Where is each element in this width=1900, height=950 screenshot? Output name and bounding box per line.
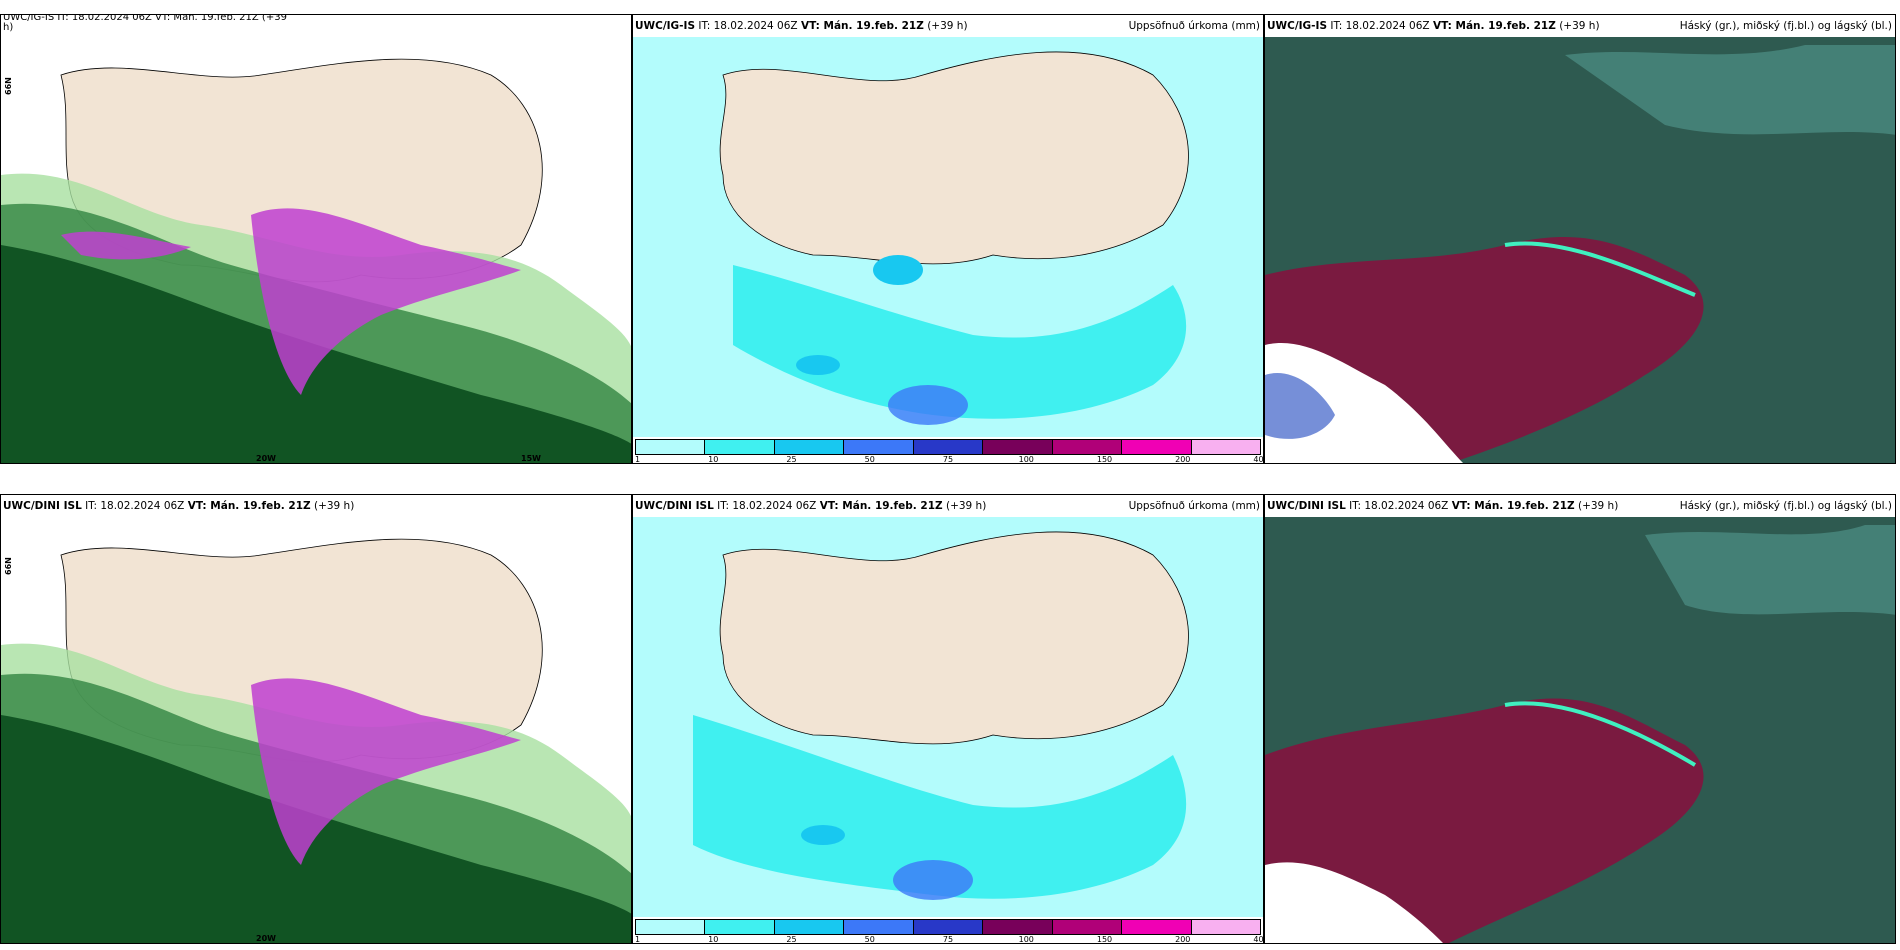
colorbar-tick: 400 xyxy=(1253,455,1264,464)
colorbar-tick: 400 xyxy=(1253,935,1264,944)
lead-time: (+39 h) xyxy=(1559,20,1600,32)
cloud-map-top xyxy=(1265,37,1895,463)
valid-time: VT: Mán. 19.feb. 21Z xyxy=(187,500,311,512)
panel-title-bot-left: UWC/DINI ISL IT: 18.02.2024 06Z VT: Mán.… xyxy=(1,495,631,517)
precip-map-bot xyxy=(633,517,1263,919)
panel-top-mid: UWC/IG-IS IT: 18.02.2024 06Z VT: Mán. 19… xyxy=(632,14,1264,464)
model-name: UWC/IG-IS xyxy=(1267,20,1328,32)
colorbar-cell xyxy=(774,920,845,934)
issue-time: IT: 18.02.2024 06Z xyxy=(1330,20,1430,32)
issue-time: IT: 18.02.2024 06Z xyxy=(85,500,185,512)
colorbar-tick: 100 xyxy=(1018,455,1034,464)
colorbar-cell xyxy=(1122,440,1192,454)
model-name: UWC/DINI ISL xyxy=(3,500,82,512)
colorbar-bot: 1 10 25 50 75 100 150 200 400 xyxy=(633,917,1263,943)
lead-time: (+39 h) xyxy=(945,500,987,512)
colorbar-cell xyxy=(1122,920,1192,934)
colorbar-cell xyxy=(1052,440,1123,454)
colorbar-tick: 25 xyxy=(786,935,797,944)
panel-bot-mid: UWC/DINI ISL IT: 18.02.2024 06Z VT: Mán.… xyxy=(632,494,1264,944)
colorbar-cell xyxy=(636,440,706,454)
panel-bot-left: 66N 20W UWC/DINI ISL IT: 18.02.2024 06Z … xyxy=(0,494,632,944)
colorbar-cells xyxy=(635,919,1261,935)
colorbar-tick: 200 xyxy=(1175,935,1191,944)
field-label: Uppsöfnuð úrkoma (mm) xyxy=(1128,500,1260,512)
colorbar-tick: 50 xyxy=(864,935,875,944)
valid-time: VT: Mán. 19.feb. 21Z xyxy=(1451,500,1575,512)
colorbar-tick: 1 xyxy=(635,935,641,944)
cloud-map-bot xyxy=(1265,517,1895,943)
issue-time: IT: 18.02.2024 06Z xyxy=(698,20,798,32)
panel-title-top-mid: UWC/IG-IS IT: 18.02.2024 06Z VT: Mán. 19… xyxy=(633,15,1263,37)
model-name: UWC/DINI ISL xyxy=(1267,500,1346,512)
colorbar-cell xyxy=(983,920,1053,934)
lon-label-20w: 20W xyxy=(256,454,276,463)
truncated-title-2: h) xyxy=(3,22,14,33)
panel-title-top-right: UWC/IG-IS IT: 18.02.2024 06Z VT: Mán. 19… xyxy=(1265,15,1895,37)
panel-top-right: UWC/IG-IS IT: 18.02.2024 06Z VT: Mán. 19… xyxy=(1264,14,1896,464)
colorbar-cell xyxy=(913,920,984,934)
wind-map-bot: 66N 20W xyxy=(1,495,631,943)
precip-map-top xyxy=(633,37,1263,439)
panel-bot-right: UWC/DINI ISL IT: 18.02.2024 06Z VT: Mán.… xyxy=(1264,494,1896,944)
field-label: Háský (gr.), miðský (fj.bl.) og lágský (… xyxy=(1679,20,1892,32)
lat-label: 66N xyxy=(4,77,13,95)
lead-time: (+39 h) xyxy=(313,500,355,512)
field-label: Uppsöfnuð úrkoma (mm) xyxy=(1128,20,1260,32)
colorbar-cell xyxy=(774,440,845,454)
field-label: Háský (gr.), miðský (fj.bl.) og lágský (… xyxy=(1679,500,1892,512)
colorbar-cell xyxy=(1052,920,1123,934)
colorbar-cell xyxy=(983,440,1053,454)
colorbar-cell xyxy=(913,440,984,454)
colorbar-cell xyxy=(844,920,914,934)
colorbar-ticks: 1 10 25 50 75 100 150 200 400 xyxy=(635,935,1264,944)
colorbar-tick: 75 xyxy=(942,455,954,464)
colorbar-ticks: 1 10 25 50 75 100 150 200 400 xyxy=(635,455,1264,464)
colorbar-tick: 100 xyxy=(1018,935,1034,944)
colorbar-tick: 50 xyxy=(864,455,875,464)
lead-time: (+39 h) xyxy=(927,20,968,32)
colorbar-tick: 25 xyxy=(786,455,797,464)
colorbar-cell xyxy=(1191,920,1260,934)
colorbar-tick: 75 xyxy=(942,935,954,944)
truncated-title: UWC/IG-IS IT: 18.02.2024 06Z VT: Mán. 19… xyxy=(3,14,287,23)
colorbar-cell xyxy=(1191,440,1260,454)
panel-title-top-left: UWC/IG-IS IT: 18.02.2024 06Z VT: Mán. 19… xyxy=(1,14,631,33)
valid-time: VT: Mán. 19.feb. 21Z xyxy=(1432,20,1556,32)
wind-map-top: 66N 20W 15W xyxy=(1,15,631,463)
colorbar-cell xyxy=(844,440,914,454)
issue-time: IT: 18.02.2024 06Z xyxy=(717,500,817,512)
colorbar-tick: 1 xyxy=(635,455,641,464)
colorbar-top: 1 10 25 50 75 100 150 200 400 xyxy=(633,437,1263,463)
model-name: UWC/DINI ISL xyxy=(635,500,714,512)
lon-label-15w: 15W xyxy=(521,454,541,463)
lat-label: 66N xyxy=(4,557,13,575)
valid-time: VT: Mán. 19.feb. 21Z xyxy=(800,20,924,32)
issue-time: IT: 18.02.2024 06Z xyxy=(1349,500,1449,512)
colorbar-cell xyxy=(636,920,706,934)
valid-time: VT: Mán. 19.feb. 21Z xyxy=(819,500,943,512)
colorbar-tick: 150 xyxy=(1096,455,1113,464)
lon-label-20w: 20W xyxy=(256,934,276,943)
model-name: UWC/IG-IS xyxy=(635,20,696,32)
colorbar-tick: 150 xyxy=(1096,935,1113,944)
colorbar-tick: 200 xyxy=(1175,455,1191,464)
panel-title-bot-mid: UWC/DINI ISL IT: 18.02.2024 06Z VT: Mán.… xyxy=(633,495,1263,517)
lead-time: (+39 h) xyxy=(1577,500,1619,512)
colorbar-tick: 10 xyxy=(708,455,719,464)
colorbar-cell xyxy=(705,440,775,454)
colorbar-cells xyxy=(635,439,1261,455)
panel-title-bot-right: UWC/DINI ISL IT: 18.02.2024 06Z VT: Mán.… xyxy=(1265,495,1895,517)
colorbar-tick: 10 xyxy=(708,935,719,944)
panel-top-left: 66N 20W 15W UWC/IG-IS IT: 18.02.2024 06Z… xyxy=(0,14,632,464)
colorbar-cell xyxy=(705,920,775,934)
